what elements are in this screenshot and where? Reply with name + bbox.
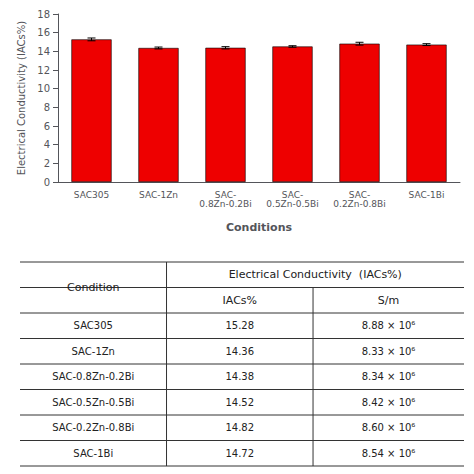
svg-text:14.52: 14.52 [225, 397, 254, 408]
svg-text:12: 12 [37, 65, 50, 76]
svg-text:8.42 × 10⁶: 8.42 × 10⁶ [362, 397, 416, 408]
svg-text:IACs%: IACs% [223, 294, 257, 307]
svg-text:0: 0 [44, 177, 50, 188]
svg-text:SAC305: SAC305 [74, 320, 113, 331]
svg-text:SAC-0.5Zn-0.5Bi: SAC-0.5Zn-0.5Bi [52, 397, 134, 408]
svg-text:8.88 × 10⁶: 8.88 × 10⁶ [362, 320, 416, 331]
svg-text:0.2Zn-0.8Bi: 0.2Zn-0.8Bi [333, 199, 385, 209]
svg-text:Electrical Conductivity (IACs%: Electrical Conductivity (IACs%) [16, 21, 27, 175]
svg-text:8.33 × 10⁶: 8.33 × 10⁶ [362, 346, 416, 357]
svg-text:0.5Zn-0.5Bi: 0.5Zn-0.5Bi [266, 199, 318, 209]
svg-text:S/m: S/m [378, 294, 399, 307]
svg-text:SAC-1Zn: SAC-1Zn [139, 190, 178, 200]
svg-text:18: 18 [37, 9, 50, 20]
svg-text:16: 16 [37, 27, 50, 38]
svg-text:SAC-0.8Zn-0.2Bi: SAC-0.8Zn-0.2Bi [52, 371, 134, 382]
svg-text:SAC-0.2Zn-0.8Bi: SAC-0.2Zn-0.8Bi [52, 422, 134, 433]
svg-text:SAC-1Bi: SAC-1Bi [409, 190, 445, 200]
svg-text:14.72: 14.72 [225, 448, 254, 459]
svg-text:8.54 × 10⁶: 8.54 × 10⁶ [362, 448, 416, 459]
svg-text:4: 4 [44, 139, 50, 150]
svg-text:6: 6 [44, 121, 50, 132]
svg-text:8: 8 [44, 102, 50, 113]
svg-text:8.34 × 10⁶: 8.34 × 10⁶ [362, 371, 416, 382]
svg-text:15.28: 15.28 [225, 320, 254, 331]
svg-text:Condition: Condition [67, 281, 120, 294]
svg-text:SAC-: SAC- [348, 189, 371, 200]
svg-text:SAC-1Bi: SAC-1Bi [73, 448, 113, 459]
svg-text:14.82: 14.82 [225, 422, 254, 433]
svg-text:14.36: 14.36 [225, 346, 254, 357]
svg-text:Conditions: Conditions [226, 221, 293, 234]
svg-text:2: 2 [44, 158, 50, 169]
svg-text:8.60 × 10⁶: 8.60 × 10⁶ [362, 422, 416, 433]
svg-text:Electrical Conductivity (IACs: Electrical Conductivity (IACs%) [229, 268, 402, 281]
svg-text:14.38: 14.38 [225, 371, 254, 382]
svg-text:SAC-: SAC- [281, 189, 304, 200]
svg-text:14: 14 [37, 46, 50, 57]
svg-text:0.8Zn-0.2Bi: 0.8Zn-0.2Bi [199, 199, 251, 209]
svg-text:SAC-1Zn: SAC-1Zn [72, 346, 115, 357]
svg-text:10: 10 [37, 83, 50, 94]
svg-text:SAC305: SAC305 [74, 190, 109, 200]
svg-text:SAC-: SAC- [214, 189, 237, 200]
